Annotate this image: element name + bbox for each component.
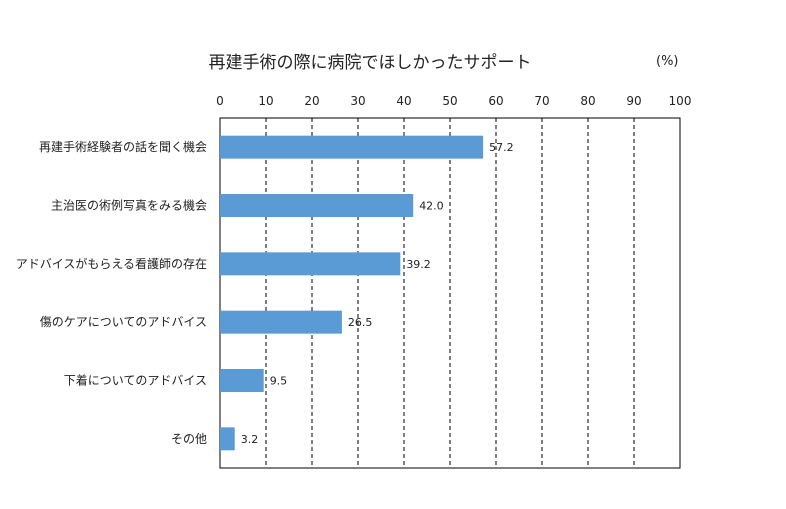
bar [220, 310, 342, 334]
x-tick-label: 50 [442, 94, 457, 108]
value-label: 9.5 [270, 375, 288, 388]
bar [220, 194, 414, 217]
x-tick-label: 70 [534, 94, 549, 108]
bar [220, 427, 235, 451]
unit-label: (%) [656, 54, 679, 69]
value-label: 3.2 [241, 433, 259, 446]
value-label: 39.2 [406, 258, 431, 271]
value-label: 26.5 [348, 316, 373, 329]
value-label: 57.2 [489, 141, 514, 154]
x-tick-label: 10 [258, 94, 273, 108]
bar [220, 135, 484, 159]
category-label: 下着についてのアドバイス [64, 373, 207, 388]
category-label: その他 [171, 432, 207, 446]
value-label: 42.0 [419, 200, 444, 213]
category-label: 主治医の術例写真をみる機会 [51, 198, 207, 213]
category-labels: 再建手術経験者の話を聞く機会主治医の術例写真をみる機会アドバイスがもらえる看護師… [16, 139, 207, 446]
x-tick-label: 100 [669, 94, 692, 108]
bars [220, 135, 484, 451]
grid-lines [265, 118, 635, 468]
category-label: アドバイスがもらえる看護師の存在 [16, 256, 207, 271]
x-tick-label: 80 [580, 94, 595, 108]
value-labels: 57.2 42.0 39.2 26.5 9.5 3.2 [241, 141, 514, 446]
x-tick-label: 0 [216, 94, 224, 108]
bar [220, 252, 401, 276]
x-axis-ticks: 0 10 20 30 40 50 60 70 80 90 100 [216, 94, 691, 108]
x-tick-label: 30 [350, 94, 365, 108]
x-tick-label: 90 [626, 94, 641, 108]
x-tick-label: 20 [304, 94, 319, 108]
category-label: 再建手術経験者の話を聞く機会 [39, 139, 207, 154]
x-tick-label: 40 [396, 94, 411, 108]
chart-title: 再建手術の際に病院でほしかったサポート [208, 53, 532, 73]
category-label: 傷のケアについてのアドバイス [40, 314, 207, 329]
bar [220, 369, 264, 392]
plot-area-border [219, 117, 681, 469]
x-tick-label: 60 [488, 94, 503, 108]
